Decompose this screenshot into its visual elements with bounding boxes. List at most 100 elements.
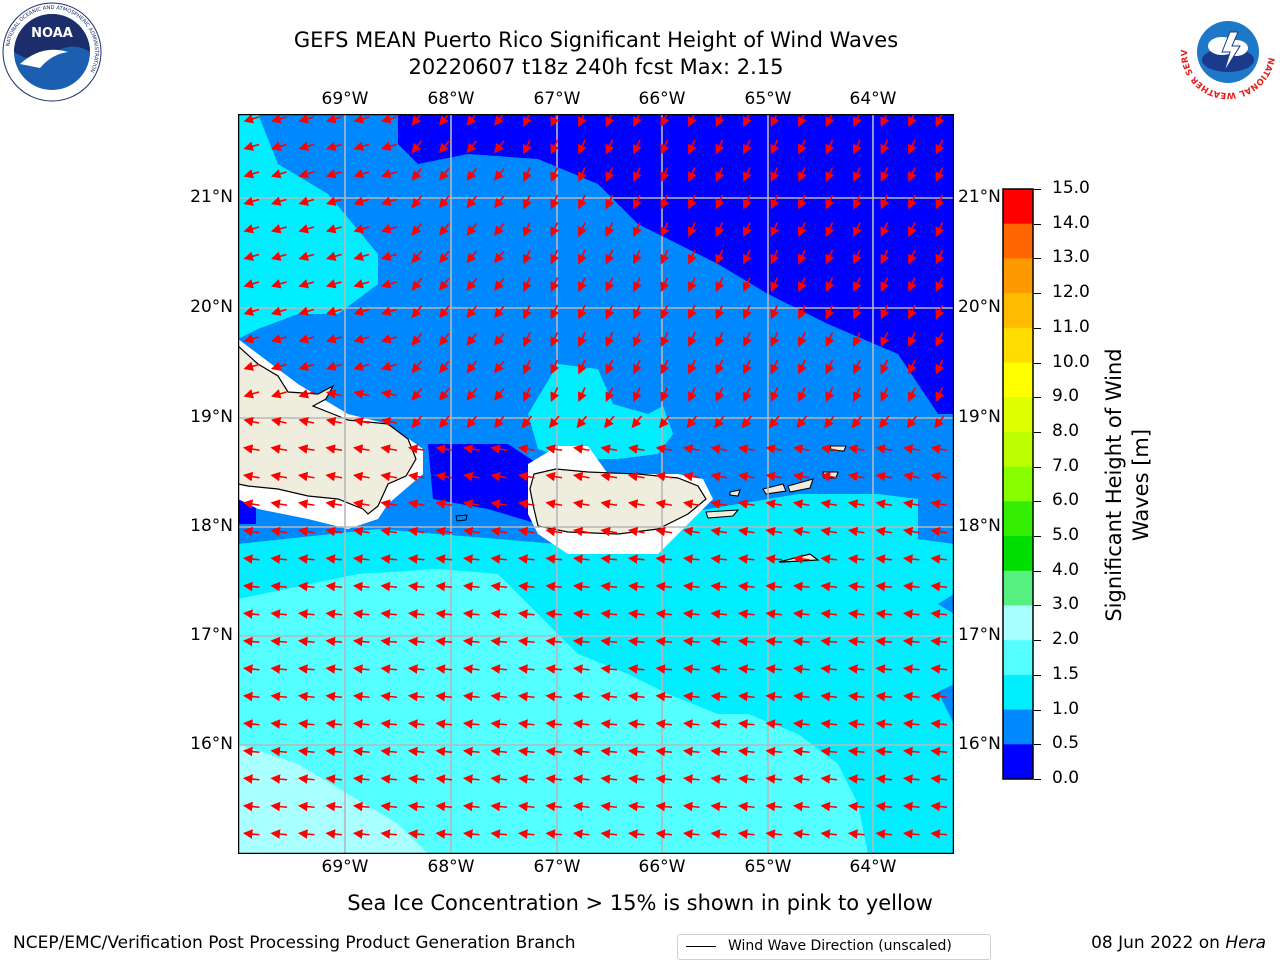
wave-direction-arrow xyxy=(765,609,783,619)
wave-direction-arrow xyxy=(522,387,532,402)
wave-direction-arrow xyxy=(737,746,755,757)
wave-direction-arrow xyxy=(380,581,398,592)
wave-direction-arrow xyxy=(462,609,480,619)
wave-direction-arrow xyxy=(655,581,673,592)
wave-direction-arrow xyxy=(297,801,315,812)
wave-direction-arrow xyxy=(627,581,645,592)
wave-direction-arrow xyxy=(765,664,783,674)
wave-direction-arrow xyxy=(517,664,535,674)
wave-direction-arrow xyxy=(297,664,315,674)
wave-direction-arrow xyxy=(462,581,480,592)
wave-direction-arrow xyxy=(930,691,948,702)
wave-direction-arrow xyxy=(655,499,673,509)
wave-direction-arrow xyxy=(352,471,370,482)
wave-direction-arrow xyxy=(627,636,645,647)
wave-direction-arrow xyxy=(298,251,315,261)
wave-direction-arrow xyxy=(875,719,893,729)
wave-direction-arrow xyxy=(270,829,288,839)
wave-direction-arrow xyxy=(380,389,397,399)
wave-direction-arrow xyxy=(490,554,508,564)
colorbar-tick-mark xyxy=(1034,744,1041,746)
wave-direction-arrow xyxy=(765,691,783,702)
map-panel[interactable]: Wind Wave Direction (unscaled) xyxy=(238,114,991,960)
wave-direction-arrow xyxy=(820,526,838,537)
wave-direction-arrow xyxy=(875,554,893,564)
wave-height-map[interactable] xyxy=(238,114,954,854)
wave-direction-arrow xyxy=(875,774,893,784)
wave-direction-arrow xyxy=(820,746,838,757)
wave-direction-arrow xyxy=(517,829,535,839)
wave-direction-arrow xyxy=(852,194,862,210)
wave-direction-arrow xyxy=(930,471,948,482)
wave-direction-arrow xyxy=(490,691,508,702)
wave-direction-arrow xyxy=(600,471,618,482)
wave-direction-arrow xyxy=(880,249,890,265)
wave-direction-arrow xyxy=(851,415,863,429)
wave-direction-arrow xyxy=(545,691,563,702)
wave-direction-arrow xyxy=(770,387,780,402)
wave-direction-arrow xyxy=(380,526,398,537)
wave-direction-arrow xyxy=(380,279,397,289)
wave-direction-arrow xyxy=(792,444,810,454)
wave-direction-arrow xyxy=(742,277,752,292)
colorbar-tick-label: 5.0 xyxy=(1052,525,1080,546)
wave-direction-arrow xyxy=(792,526,810,537)
wave-direction-arrow xyxy=(930,746,948,757)
wave-direction-arrow xyxy=(242,774,260,784)
colorbar-segment xyxy=(1003,397,1033,433)
wave-direction-arrow xyxy=(242,609,260,619)
wave-direction-arrow xyxy=(880,359,890,375)
wave-direction-arrow xyxy=(847,581,865,592)
wave-direction-arrow xyxy=(765,581,783,592)
wave-direction-arrow xyxy=(270,746,288,757)
wave-direction-arrow xyxy=(407,444,425,454)
wave-direction-arrow xyxy=(710,581,728,592)
wave-direction-arrow xyxy=(411,415,423,429)
wave-direction-arrow xyxy=(325,801,343,812)
wave-direction-arrow xyxy=(243,334,260,344)
wave-direction-arrow xyxy=(380,141,397,151)
wave-direction-arrow xyxy=(792,691,810,702)
colorbar-tick-mark xyxy=(1034,570,1041,572)
wave-direction-arrow xyxy=(435,636,453,647)
wave-direction-arrow xyxy=(632,304,642,320)
wave-direction-arrow xyxy=(435,526,453,537)
wave-direction-arrow xyxy=(490,581,508,592)
wave-direction-arrow xyxy=(466,140,478,154)
wave-direction-arrow xyxy=(715,332,725,347)
wave-direction-arrow xyxy=(687,194,697,210)
wave-direction-arrow xyxy=(572,774,590,784)
wave-direction-arrow xyxy=(298,361,315,371)
wave-direction-arrow xyxy=(517,746,535,757)
wave-direction-arrow xyxy=(710,691,728,702)
bottom-lon-tick: 64°W xyxy=(849,857,897,877)
colorbar-tick-label: 8.0 xyxy=(1052,420,1080,441)
virgin-islands xyxy=(705,445,847,519)
wave-direction-arrow xyxy=(605,359,615,375)
wave-direction-arrow xyxy=(875,581,893,592)
credit-right: 08 Jun 2022 on Hera xyxy=(1091,933,1266,953)
wave-direction-arrow xyxy=(737,444,755,454)
wave-direction-arrow xyxy=(462,636,480,647)
wave-direction-arrow xyxy=(572,636,590,647)
wave-direction-arrow xyxy=(600,444,618,454)
wave-direction-arrow xyxy=(847,636,865,647)
wave-direction-arrows xyxy=(242,114,948,839)
wave-direction-arrow xyxy=(655,691,673,702)
wave-direction-arrow xyxy=(577,332,587,347)
wave-direction-arrow xyxy=(765,746,783,757)
wave-direction-arrow xyxy=(852,222,862,237)
wave-direction-arrow xyxy=(466,195,478,209)
wave-direction-arrow xyxy=(550,167,560,182)
wave-direction-arrow xyxy=(380,801,398,812)
wave-direction-arrow xyxy=(605,167,615,182)
wave-direction-arrow xyxy=(435,719,453,729)
wave-direction-arrow xyxy=(632,332,642,347)
wave-direction-arrow xyxy=(682,664,700,674)
wave-direction-arrow xyxy=(297,444,315,454)
wave-direction-arrow xyxy=(462,471,480,482)
wave-direction-arrow xyxy=(522,332,532,347)
wave-direction-arrow xyxy=(380,609,398,619)
wave-direction-arrow xyxy=(411,195,423,209)
wave-direction-arrow xyxy=(632,359,642,375)
